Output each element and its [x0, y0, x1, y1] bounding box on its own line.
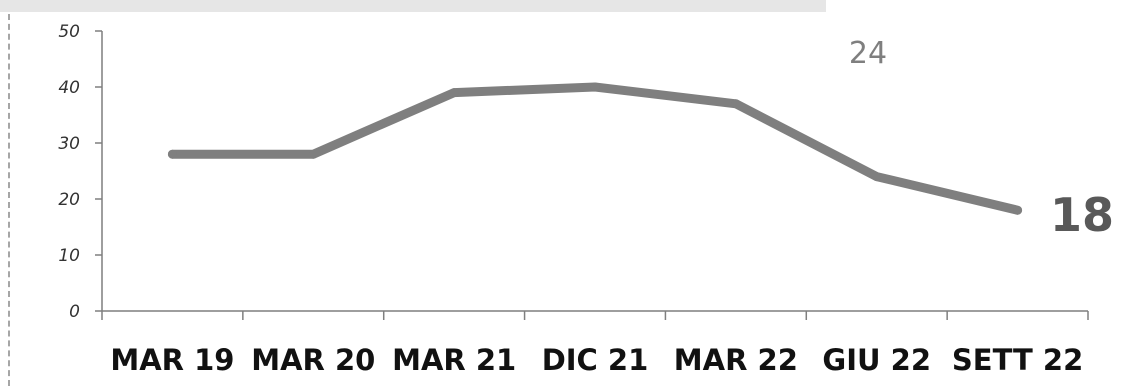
- y-tick-label: 30: [58, 134, 80, 154]
- x-tick-label: MAR 20: [251, 343, 375, 377]
- data-point: [167, 149, 177, 159]
- series: [167, 82, 1023, 215]
- x-tick-label: MAR 19: [110, 343, 234, 377]
- y-tick-label: 0: [69, 302, 80, 322]
- x-tick-label: DIC 21: [542, 343, 649, 377]
- y-tick-label: 40: [58, 78, 80, 98]
- x-tick-label: MAR 21: [392, 343, 516, 377]
- annotation-label: 24: [849, 36, 887, 71]
- data-point: [590, 82, 600, 92]
- x-tick-label: MAR 22: [674, 343, 798, 377]
- y-axis: 0 10 20 30 40 50: [58, 22, 103, 322]
- data-point: [449, 88, 459, 98]
- data-point: [731, 99, 741, 109]
- y-tick-label: 20: [58, 190, 80, 210]
- top-band: [0, 0, 826, 12]
- x-axis: MAR 19 MAR 20 MAR 21 DIC 21 MAR 22 GIU 22 SETT…: [101, 310, 1089, 377]
- data-point: [872, 172, 882, 182]
- series-line: [167, 82, 1023, 215]
- y-tick-label: 10: [58, 246, 80, 266]
- x-tick-label: SETT 22: [952, 343, 1083, 377]
- left-dashed-border: [8, 14, 10, 386]
- data-point: [1013, 205, 1023, 215]
- x-tick-label: GIU 22: [822, 343, 931, 377]
- last-point-label: 18: [1050, 188, 1114, 242]
- y-tick-label: 50: [58, 22, 80, 42]
- data-point: [308, 149, 318, 159]
